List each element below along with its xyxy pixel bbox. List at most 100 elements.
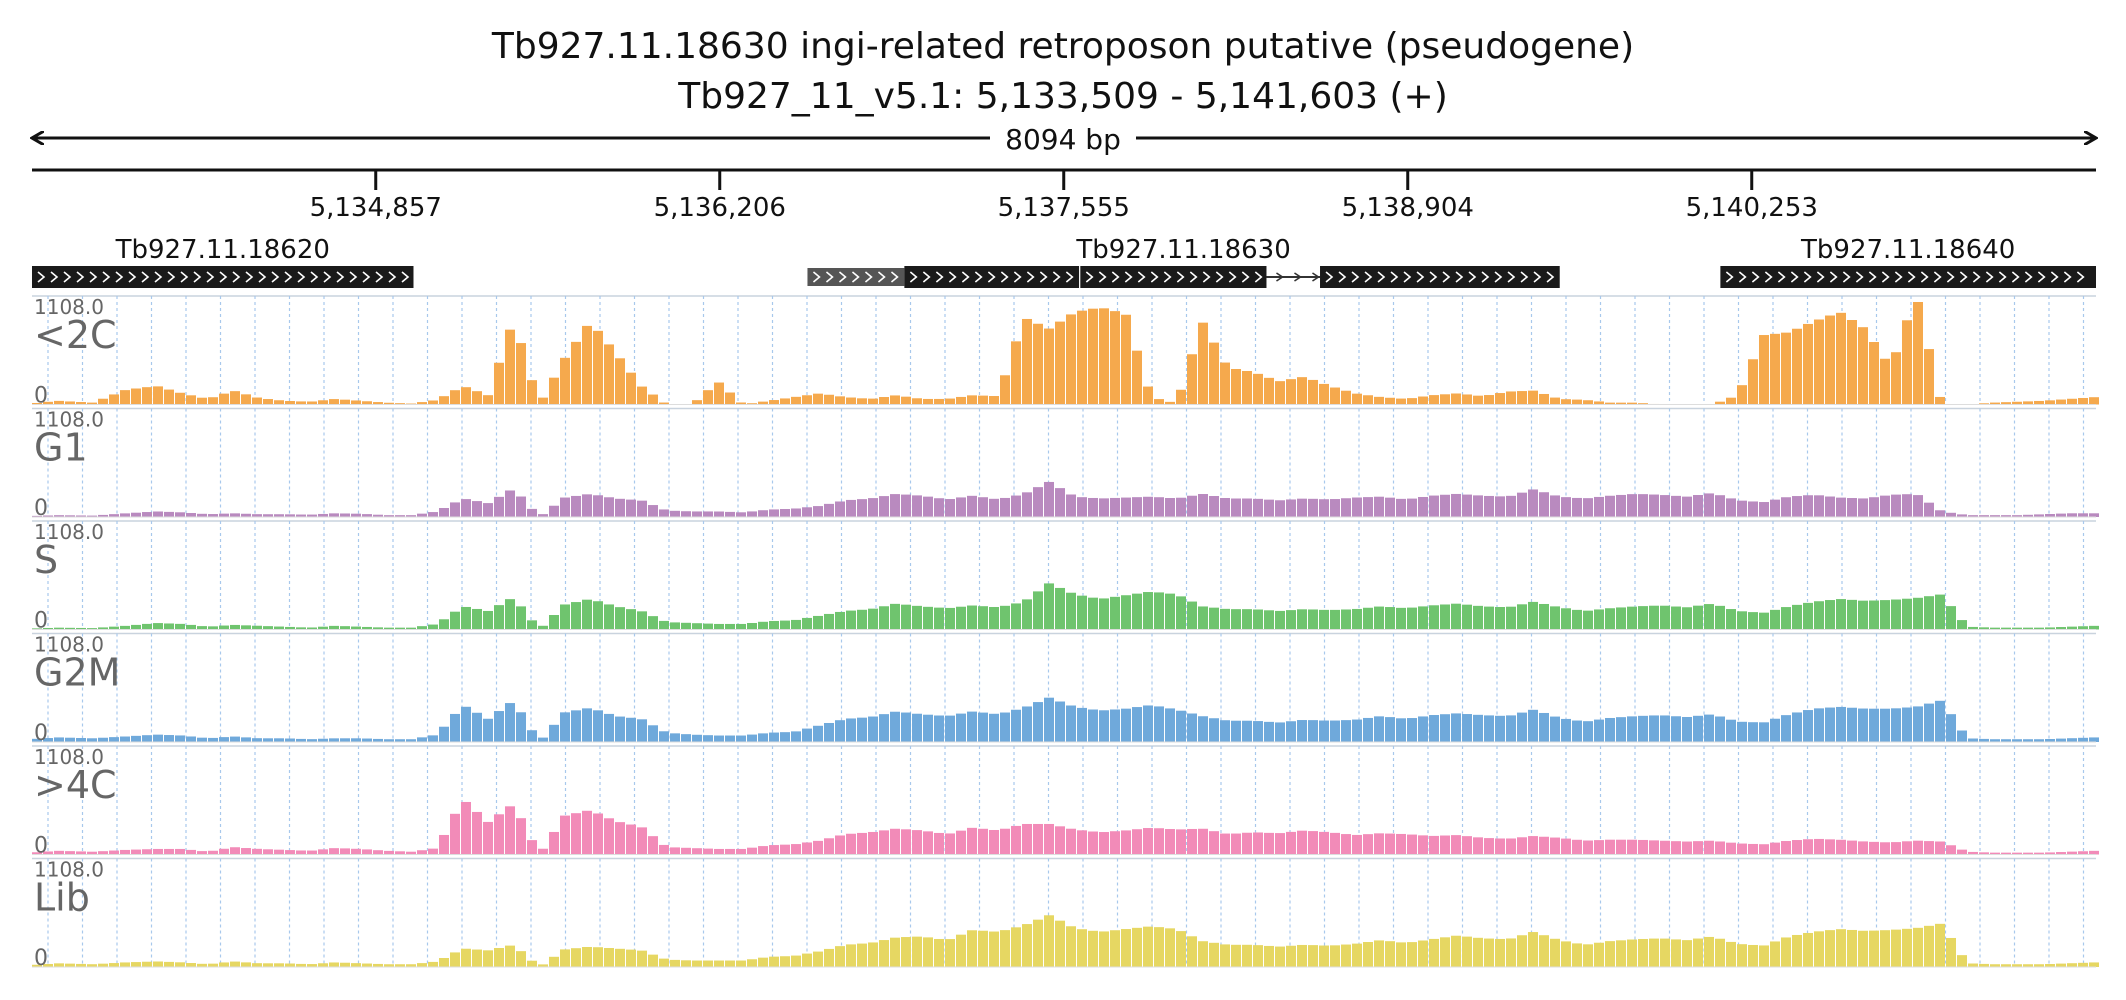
coverage-bar: [1616, 717, 1626, 742]
coverage-bar: [626, 609, 636, 630]
coverage-bar: [351, 400, 361, 405]
coverage-bar: [1440, 394, 1450, 405]
coverage-bar: [1330, 832, 1340, 855]
coverage-bar: [285, 850, 295, 855]
coverage-bar: [208, 626, 218, 630]
x-axis-ticks: 5,134,857 5,136,206 5,137,555 5,138,904 5,14…: [310, 170, 1818, 223]
coverage-bar: [1748, 722, 1758, 742]
coverage-bar: [153, 734, 163, 742]
strand-chevron: [284, 271, 293, 283]
coverage-bar: [1715, 716, 1725, 742]
coverage-bar: [1066, 926, 1076, 967]
coverage-bar: [736, 735, 746, 742]
coverage-bar: [274, 400, 284, 405]
coverage-bar: [153, 623, 163, 630]
coverage-bar: [1176, 829, 1186, 855]
coverage-bar: [197, 626, 207, 630]
coverage-bar: [538, 737, 548, 742]
coverage-bar: [1605, 402, 1615, 405]
coverage-bar: [1781, 332, 1791, 405]
coverage-bar: [538, 514, 548, 517]
coverage-bar: [1099, 832, 1109, 855]
coverage-bar: [1231, 368, 1241, 405]
coverage-bar: [1176, 710, 1186, 742]
coverage-bar: [186, 513, 196, 517]
coverage-bar: [1924, 925, 1934, 967]
coverage-bar: [1451, 493, 1461, 517]
coverage-bar: [659, 402, 669, 405]
strand-chevron: [948, 271, 957, 283]
coverage-bar: [1550, 716, 1560, 742]
coverage-bar: [1484, 606, 1494, 630]
coverage-bar: [186, 395, 196, 405]
coverage-bar: [241, 394, 251, 405]
coverage-bar: [439, 834, 449, 855]
coverage-bar: [1022, 924, 1032, 967]
coverage-bar: [978, 497, 988, 517]
coverage-bar: [604, 344, 614, 405]
coverage-bar: [1913, 495, 1923, 517]
coverage-bar: [1605, 839, 1615, 855]
coverage-bar: [1495, 496, 1505, 517]
coverage-bar: [1979, 627, 1989, 630]
coverage-bar: [2001, 515, 2011, 517]
coverage-bar: [1616, 940, 1626, 967]
coverage-bar: [1759, 844, 1769, 855]
coverage-bar: [1198, 494, 1208, 517]
coverage-bar: [967, 930, 977, 967]
coverage-bar: [1066, 705, 1076, 742]
coverage-bar: [1286, 721, 1296, 742]
coverage-bar: [1583, 840, 1593, 855]
coverage-bar: [406, 627, 416, 630]
coverage-bar: [197, 513, 207, 517]
coverage-bar: [1792, 604, 1802, 630]
coverage-bar: [1121, 929, 1131, 967]
strand-chevron: [1390, 271, 1399, 283]
coverage-bar: [1220, 362, 1230, 405]
coverage-bar: [1561, 941, 1571, 967]
coverage-bar: [274, 738, 284, 742]
coverage-bar: [1770, 842, 1780, 855]
coverage-bar: [1583, 498, 1593, 517]
coverage-bar: [967, 827, 977, 855]
strand-chevron: [2063, 271, 2072, 283]
coverage-bar: [747, 847, 757, 855]
coverage-bar: [351, 848, 361, 855]
gene-label-2: Tb927.11.18640: [1800, 235, 2015, 265]
coverage-bar: [1341, 390, 1351, 405]
coverage-bar: [263, 626, 273, 630]
coverage-bar: [76, 515, 86, 517]
coverage-bar: [1495, 715, 1505, 742]
coverage-bar: [1979, 403, 1989, 405]
coverage-bar: [1682, 496, 1692, 517]
coverage-bar: [692, 623, 702, 630]
strand-chevron: [909, 271, 918, 283]
coverage-bar: [967, 605, 977, 630]
coverage-bar: [857, 398, 867, 405]
coverage-bar: [1770, 609, 1780, 630]
coverage-bar: [1561, 838, 1571, 855]
coverage-bar: [329, 738, 339, 742]
coverage-bar: [296, 963, 306, 967]
coverage-bar: [648, 725, 658, 742]
coverage-bar: [1550, 938, 1560, 967]
coverage-bar: [1891, 842, 1901, 855]
x-tick-label-3: 5,138,904: [1342, 193, 1474, 223]
coverage-bar: [1220, 720, 1230, 742]
coverage-bar: [791, 955, 801, 967]
coverage-bar: [428, 624, 438, 630]
coverage-bar: [1968, 738, 1978, 742]
coverage-bar: [725, 623, 735, 630]
coverage-bar: [1968, 851, 1978, 855]
coverage-bar: [1121, 314, 1131, 405]
coverage-bar: [989, 606, 999, 630]
coverage-bar: [670, 847, 680, 855]
coverage-bar: [1418, 606, 1428, 630]
coverage-bar: [351, 738, 361, 742]
coverage-bar: [32, 964, 42, 967]
coverage-bar: [967, 495, 977, 517]
coverage-bar: [494, 362, 504, 405]
coverage-bar: [1759, 722, 1769, 742]
coverage-bar: [1539, 492, 1549, 517]
